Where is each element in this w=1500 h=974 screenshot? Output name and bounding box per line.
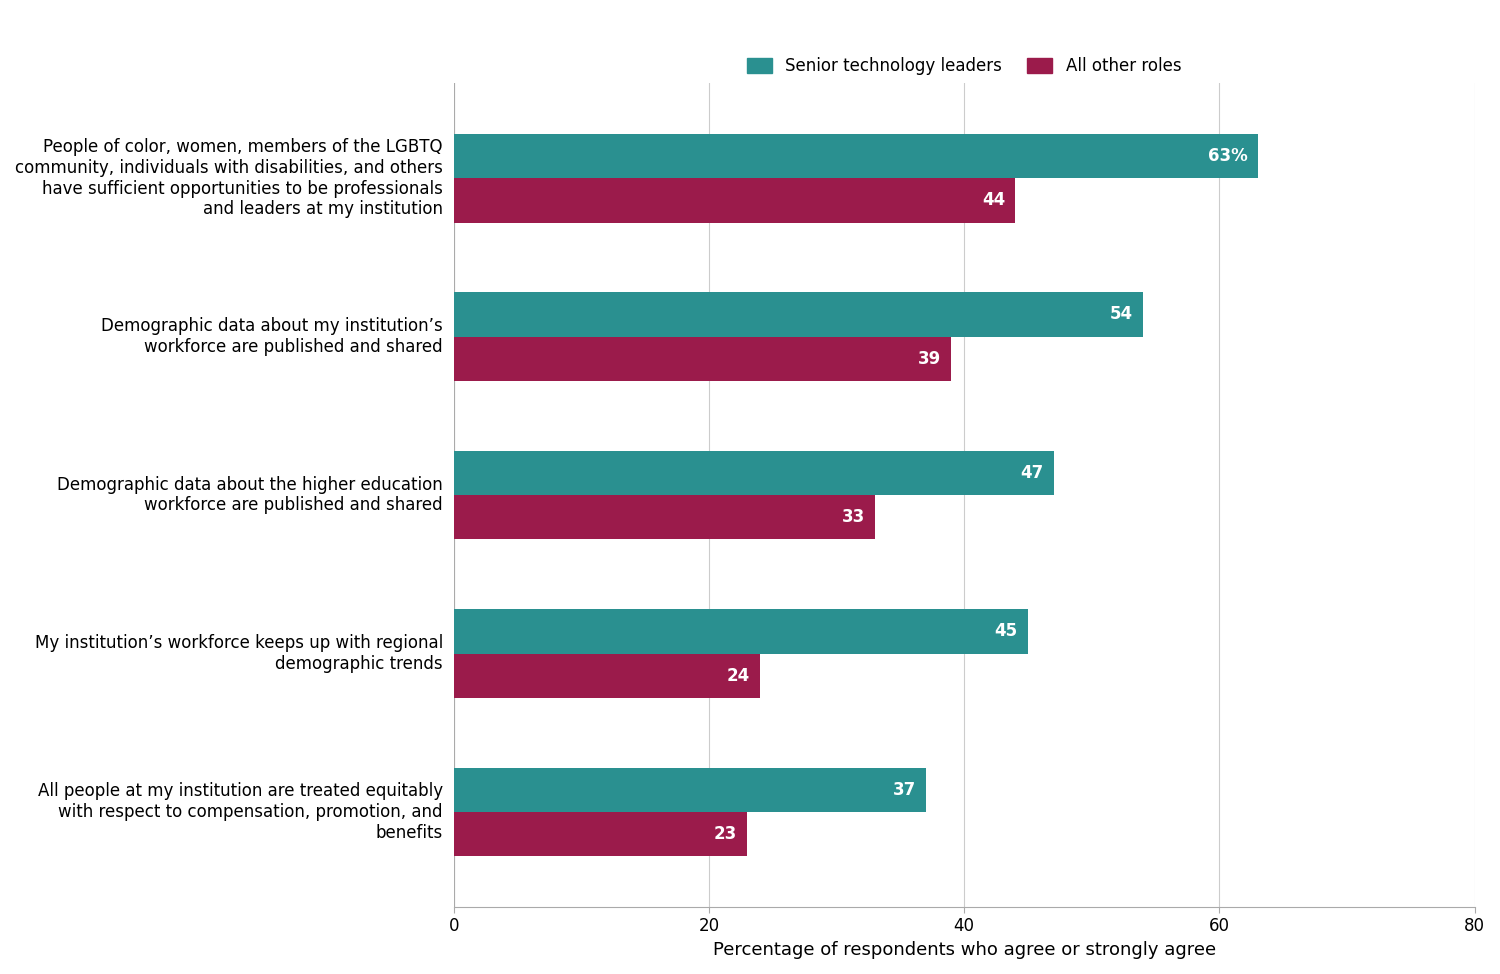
- Text: 33: 33: [842, 508, 864, 526]
- Text: 24: 24: [726, 666, 750, 685]
- Bar: [454, 292, 1143, 337]
- Bar: [454, 768, 926, 812]
- Text: 54: 54: [1110, 306, 1132, 323]
- Bar: [454, 133, 1257, 178]
- Bar: [454, 654, 760, 698]
- Bar: [454, 451, 1053, 495]
- Text: 45: 45: [994, 622, 1018, 640]
- X-axis label: Percentage of respondents who agree or strongly agree: Percentage of respondents who agree or s…: [712, 941, 1216, 959]
- Text: 63%: 63%: [1208, 147, 1248, 165]
- Text: 44: 44: [982, 191, 1005, 209]
- Bar: [454, 609, 1028, 654]
- Bar: [454, 337, 951, 381]
- Bar: [454, 495, 874, 540]
- Legend: Senior technology leaders, All other roles: Senior technology leaders, All other rol…: [741, 51, 1188, 82]
- Bar: [454, 812, 747, 856]
- Bar: [454, 178, 1016, 222]
- Text: 23: 23: [714, 825, 736, 843]
- Text: 37: 37: [892, 781, 916, 799]
- Text: 39: 39: [918, 350, 942, 368]
- Text: 47: 47: [1020, 464, 1044, 482]
